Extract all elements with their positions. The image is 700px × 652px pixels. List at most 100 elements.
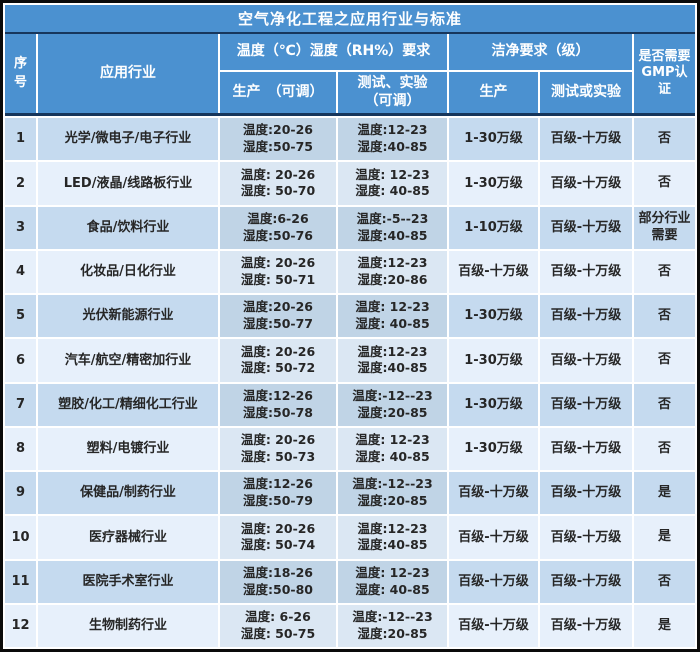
page-title: 空气净化工程之应用行业与标准: [5, 5, 695, 34]
cell-test-temp-humidity: 温度:12-23 湿度:40-85: [338, 516, 447, 559]
cell-serial: 11: [5, 560, 36, 603]
cell-clean-test: 百级-十万级: [540, 560, 632, 603]
cell-production-temp-humidity: 温度: 20-26 湿度: 50-74: [220, 516, 336, 559]
cell-gmp-required: 否: [634, 250, 695, 293]
cell-serial: 2: [5, 162, 36, 205]
cell-industry: 化妆品/日化行业: [38, 250, 218, 293]
col-header-gmp-line2: GMP认证: [641, 65, 688, 97]
cell-industry: 光伏新能源行业: [38, 295, 218, 338]
cell-clean-test: 百级-十万级: [540, 162, 632, 205]
cell-clean-test: 百级-十万级: [540, 604, 632, 647]
cell-gmp-required: 是: [634, 516, 695, 559]
cell-test-temp-humidity: 温度:-5--23 湿度:40-85: [338, 206, 447, 249]
cell-serial: 5: [5, 295, 36, 338]
header-body-divider: [5, 113, 695, 116]
col-header-temp-humidity-group: 温度（℃）湿度（RH%）要求: [220, 34, 447, 70]
cell-production-temp-humidity: 温度:20-26 湿度:50-75: [220, 118, 336, 161]
cell-serial: 3: [5, 206, 36, 249]
cell-serial: 10: [5, 516, 36, 559]
col-header-serial: 序号: [5, 34, 36, 113]
cell-test-temp-humidity: 温度: 12-23 湿度: 40-85: [338, 427, 447, 470]
cell-gmp-required: 否: [634, 339, 695, 382]
cell-gmp-required: 否: [634, 383, 695, 426]
cell-clean-test: 百级-十万级: [540, 516, 632, 559]
cell-production-temp-humidity: 温度:18-26 湿度:50-80: [220, 560, 336, 603]
cell-production-temp-humidity: 温度:20-26 湿度:50-77: [220, 295, 336, 338]
table-header: 序号 应用行业 温度（℃）湿度（RH%）要求 洁净要求（级） 是否需要 GMP认…: [5, 34, 695, 113]
cell-clean-test: 百级-十万级: [540, 206, 632, 249]
cell-clean-test: 百级-十万级: [540, 383, 632, 426]
cell-industry: 光学/微电子/电子行业: [38, 118, 218, 161]
col-header-test-line1: 测试、实验: [357, 75, 428, 91]
cell-test-temp-humidity: 温度:12-23 湿度:20-86: [338, 250, 447, 293]
cell-test-temp-humidity: 温度: 12-23 湿度: 40-85: [338, 295, 447, 338]
cell-test-temp-humidity: 温度: 12-23 湿度: 40-85: [338, 162, 447, 205]
col-header-test-line2: （可调）: [364, 92, 421, 109]
col-header-industry: 应用行业: [38, 34, 218, 113]
cell-serial: 12: [5, 604, 36, 647]
cell-gmp-required: 否: [634, 560, 695, 603]
cell-clean-production: 百级-十万级: [449, 560, 538, 603]
col-header-clean-test-or-experiment: 测试或实验: [540, 72, 632, 113]
cell-industry: 医院手术室行业: [38, 560, 218, 603]
cell-clean-production: 1-30万级: [449, 295, 538, 338]
cell-gmp-required: 否: [634, 162, 695, 205]
cell-clean-production: 百级-十万级: [449, 516, 538, 559]
cell-test-temp-humidity: 温度: 12-23 湿度: 40-85: [338, 560, 447, 603]
cell-production-temp-humidity: 温度: 6-26 湿度: 50-75: [220, 604, 336, 647]
cell-production-temp-humidity: 温度: 20-26 湿度: 50-72: [220, 339, 336, 382]
cell-gmp-required: 否: [634, 295, 695, 338]
cell-serial: 1: [5, 118, 36, 161]
cell-production-temp-humidity: 温度: 20-26 湿度: 50-70: [220, 162, 336, 205]
cell-clean-test: 百级-十万级: [540, 427, 632, 470]
cell-clean-production: 百级-十万级: [449, 472, 538, 515]
cell-test-temp-humidity: 温度:-12--23 湿度:20-85: [338, 383, 447, 426]
cell-clean-production: 1-30万级: [449, 427, 538, 470]
col-header-cleanliness-group: 洁净要求（级）: [449, 34, 632, 70]
cell-industry: 塑胶/化工/精细化工行业: [38, 383, 218, 426]
cell-serial: 6: [5, 339, 36, 382]
cell-test-temp-humidity: 温度:12-23 湿度:40-85: [338, 118, 447, 161]
cell-serial: 9: [5, 472, 36, 515]
col-header-clean-production: 生产: [449, 72, 538, 113]
cell-production-temp-humidity: 温度:12-26 湿度:50-79: [220, 472, 336, 515]
cell-clean-production: 1-10万级: [449, 206, 538, 249]
cell-industry: LED/液晶/线路板行业: [38, 162, 218, 205]
cell-serial: 4: [5, 250, 36, 293]
cell-industry: 汽车/航空/精密加行业: [38, 339, 218, 382]
cell-clean-test: 百级-十万级: [540, 472, 632, 515]
col-header-gmp: 是否需要 GMP认证: [634, 34, 695, 113]
cell-clean-production: 1-30万级: [449, 162, 538, 205]
cell-clean-production: 1-30万级: [449, 339, 538, 382]
col-header-test-experiment-adjustable: 测试、实验 （可调）: [338, 72, 447, 113]
cell-clean-production: 1-30万级: [449, 383, 538, 426]
cell-clean-test: 百级-十万级: [540, 339, 632, 382]
cell-gmp-required: 是: [634, 472, 695, 515]
cell-clean-test: 百级-十万级: [540, 250, 632, 293]
cell-gmp-required: 是: [634, 604, 695, 647]
cell-test-temp-humidity: 温度:12-23 湿度:40-85: [338, 339, 447, 382]
cell-test-temp-humidity: 温度:-12--23 湿度:20-85: [338, 604, 447, 647]
table-body: 1 光学/微电子/电子行业 温度:20-26 湿度:50-75 温度:12-23 湿度:4…: [5, 118, 695, 647]
cell-serial: 8: [5, 427, 36, 470]
cell-clean-production: 百级-十万级: [449, 604, 538, 647]
cell-production-temp-humidity: 温度:6-26 湿度:50-76: [220, 206, 336, 249]
cell-clean-test: 百级-十万级: [540, 118, 632, 161]
cell-clean-production: 百级-十万级: [449, 250, 538, 293]
cell-industry: 塑料/电镀行业: [38, 427, 218, 470]
cell-industry: 生物制药行业: [38, 604, 218, 647]
col-header-production-adjustable: 生产 （可调）: [220, 72, 336, 113]
cell-industry: 食品/饮料行业: [38, 206, 218, 249]
cell-serial: 7: [5, 383, 36, 426]
col-header-gmp-line1: 是否需要: [638, 49, 691, 65]
cell-production-temp-humidity: 温度: 20-26 湿度: 50-71: [220, 250, 336, 293]
cell-clean-production: 1-30万级: [449, 118, 538, 161]
cell-gmp-required: 部分行业需要: [634, 206, 695, 249]
cell-industry: 医疗器械行业: [38, 516, 218, 559]
cell-gmp-required: 否: [634, 118, 695, 161]
cell-production-temp-humidity: 温度: 20-26 湿度: 50-73: [220, 427, 336, 470]
cell-test-temp-humidity: 温度:-12--23 湿度:20-85: [338, 472, 447, 515]
cell-production-temp-humidity: 温度:12-26 湿度:50-78: [220, 383, 336, 426]
cell-clean-test: 百级-十万级: [540, 295, 632, 338]
